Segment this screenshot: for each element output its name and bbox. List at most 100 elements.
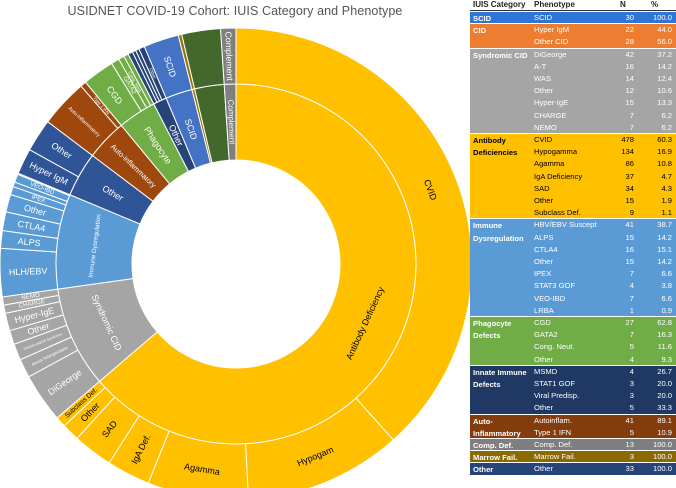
legend-cell-n: 7	[629, 110, 634, 120]
legend-header-pct: %	[651, 0, 659, 9]
legend-cell-phenotype: IgA Deficiency	[534, 171, 583, 181]
legend-row: STAT1 GOF 3 20.0	[470, 378, 676, 390]
legend-row: Hyper IgM 22 44.0	[470, 24, 676, 36]
legend-cell-n: 5	[629, 403, 634, 413]
legend-cell-n: 33	[625, 464, 634, 474]
legend-row: Hypogamma 134 16.9	[470, 146, 676, 158]
legend-row: Cong. Neut. 5 11.6	[470, 341, 676, 353]
legend-row: GATA2 7 16.3	[470, 329, 676, 341]
legend-cell-pct: 6.6	[661, 293, 672, 303]
legend-cell-pct: 14.2	[657, 256, 672, 266]
legend-cell-pct: 100.0	[652, 440, 672, 449]
legend-category-label: Antibody Deficiencies	[473, 136, 518, 158]
legend-cell-n: 7	[629, 269, 634, 279]
legend-row: Other 12 10.6	[470, 85, 676, 97]
legend-section-syndromic-cid: Syndromic CID DiGeorge 42 37.2 A-T 16 14.2 WAS 1…	[470, 47, 676, 134]
legend-cell-phenotype: LRBA	[534, 305, 554, 315]
legend-category-label: Innate Immune Defects	[473, 367, 527, 389]
legend-row: DiGeorge 42 37.2	[470, 49, 676, 61]
legend-cell-n: 12	[625, 86, 634, 96]
legend-cell-pct: 62.8	[657, 318, 672, 327]
legend-cell-pct: 14.2	[657, 61, 672, 71]
legend-cell-phenotype: CTLA4	[534, 244, 558, 254]
legend-section-innate-immune-defects: Innate Immune Defects MSMD 4 26.7 STAT1 GOF 3…	[470, 364, 676, 414]
legend-row: SCID 30 100.0	[470, 12, 676, 24]
legend-row: ALPS 15 14.2	[470, 232, 676, 244]
legend-cell-pct: 16.9	[657, 147, 672, 157]
legend-cell-phenotype: Other	[534, 86, 553, 96]
legend-cell-pct: 0.9	[661, 305, 672, 315]
legend-cell-phenotype: CGD	[534, 318, 551, 327]
legend-category-label: Other	[473, 465, 494, 475]
legend-header-category: IUIS Category	[473, 0, 526, 9]
legend-cell-n: 30	[625, 13, 634, 22]
legend-cell-n: 9	[629, 208, 634, 218]
legend-cell-pct: 20.0	[657, 378, 672, 388]
legend-cell-n: 16	[625, 61, 634, 71]
legend-cell-n: 14	[625, 73, 634, 83]
legend-header-row: IUIS Category Phenotype N%	[470, 0, 676, 11]
legend-row: CTLA4 16 15.1	[470, 244, 676, 256]
legend-cell-pct: 1.1	[661, 208, 672, 218]
legend-cell-phenotype: Other	[534, 403, 553, 413]
legend-cell-n: 15	[625, 232, 634, 242]
legend-row: Autoinflam. 41 89.1	[470, 415, 676, 427]
legend-cell-pct: 10.6	[657, 86, 672, 96]
legend-category-label: Phagocyte Defects	[473, 319, 512, 341]
outer-label-alps: ALPS	[17, 236, 41, 248]
legend-category-label: Immune Dysregulation	[473, 221, 524, 243]
legend-section-phagocyte-defects: Phagocyte Defects CGD 27 62.8 GATA2 7 16.3 Cong…	[470, 316, 676, 365]
legend-cell-pct: 100.0	[652, 464, 672, 474]
legend-cell-phenotype: MSMD	[534, 366, 558, 376]
legend-cell-phenotype: Other	[534, 464, 553, 474]
legend-cell-phenotype: Cong. Neut.	[534, 342, 575, 352]
legend-cell-n: 13	[625, 440, 634, 449]
legend-cell-phenotype: STAT3 GOF	[534, 281, 576, 291]
legend-row: IPEX 7 6.6	[470, 268, 676, 280]
legend-category-label: SCID	[473, 14, 492, 23]
legend-cell-n: 3	[629, 391, 634, 401]
legend-section-comp-def: Comp. Def. Comp. Def. 13 100.0	[470, 438, 676, 451]
legend-category-label: Syndromic CID	[473, 50, 528, 60]
legend-cell-phenotype: Subclass Def.	[534, 208, 581, 218]
legend-cell-phenotype: Type 1 IFN	[534, 427, 572, 437]
sunburst-chart: Antibody DeficiencyCVIDHypogamAgammaIgA …	[0, 27, 470, 488]
legend-row: MSMD 4 26.7	[470, 366, 676, 378]
legend-cell-pct: 3.8	[661, 281, 672, 291]
legend-row: CVID 478 60.3	[470, 134, 676, 146]
legend-category-label: Auto-Inflammatory	[473, 416, 521, 438]
legend-row: SAD 34 4.3	[470, 183, 676, 195]
legend-cell-pct: 56.0	[657, 37, 672, 47]
legend-cell-n: 5	[629, 427, 634, 437]
inner-label-comp-def: Complement	[226, 100, 236, 146]
legend-cell-pct: 6.6	[661, 269, 672, 279]
legend-cell-pct: 20.0	[657, 391, 672, 401]
legend-cell-pct: 12.4	[657, 73, 672, 83]
legend-cell-phenotype: Comp. Def.	[534, 440, 573, 449]
legend-row: NEMO 7 6.2	[470, 122, 676, 134]
legend-cell-pct: 11.6	[657, 342, 672, 352]
legend-row: Viral Predisp. 3 20.0	[470, 390, 676, 402]
legend-row: Type 1 IFN 5 10.9	[470, 427, 676, 439]
legend-cell-pct: 26.7	[657, 366, 672, 376]
legend-row: WAS 14 12.4	[470, 73, 676, 85]
legend-cell-phenotype: Other	[534, 354, 553, 364]
legend-cell-pct: 44.0	[657, 25, 672, 35]
legend-cell-n: 7	[629, 330, 634, 340]
outer-label-charge: CHARGE	[18, 298, 45, 310]
legend-cell-phenotype: Other	[534, 196, 553, 205]
legend-cell-n: 5	[629, 342, 634, 352]
legend-cell-pct: 4.7	[661, 171, 672, 181]
legend-row: Other 33 100.0	[470, 463, 676, 475]
legend-cell-pct: 4.3	[661, 183, 672, 193]
legend-header-n: N	[620, 0, 626, 9]
legend-cell-pct: 89.1	[657, 415, 672, 425]
legend-cell-phenotype: SAD	[534, 183, 550, 193]
outer-label-nemo: NEMO	[21, 292, 41, 302]
legend-cell-n: 15	[625, 196, 634, 205]
legend-row: Other 15 14.2	[470, 256, 676, 268]
legend-cell-phenotype: WAS	[534, 73, 552, 83]
legend-row: HBV/EBV Suscept 41 38.7	[470, 219, 676, 231]
outer-label-ctla4: CTLA4	[17, 219, 46, 234]
outer-label-ipex: IPEX	[31, 194, 47, 205]
